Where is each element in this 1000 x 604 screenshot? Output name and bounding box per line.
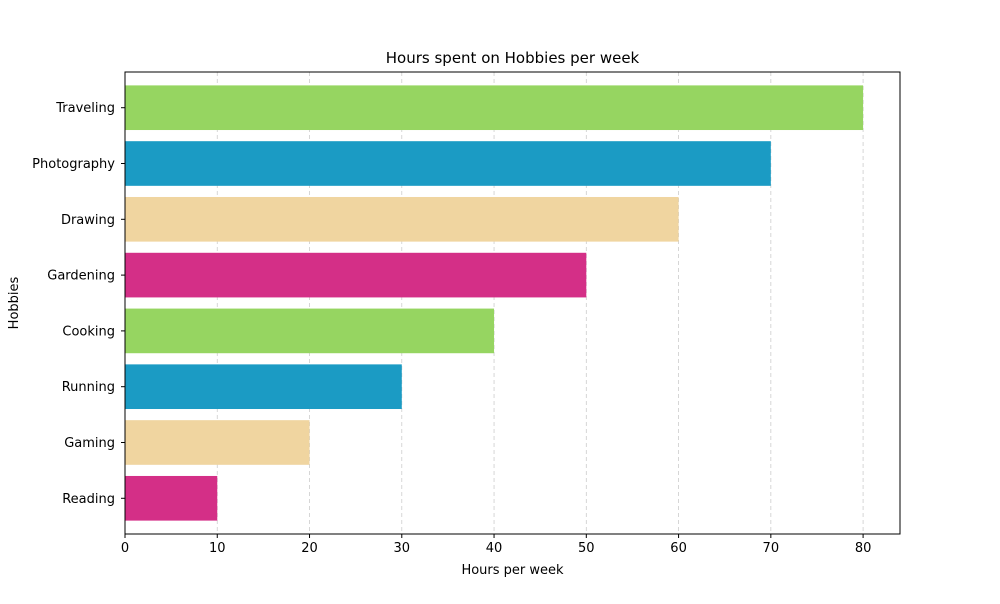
y-tick-label-gaming: Gaming: [64, 436, 115, 451]
x-tick-label: 70: [763, 541, 780, 556]
bar-traveling: [125, 85, 864, 131]
x-tick-label: 60: [670, 541, 687, 556]
y-tick-label-cooking: Cooking: [62, 324, 115, 339]
x-axis-ticks: 0 10 20 30 40 50 60 70 80: [121, 534, 872, 556]
x-tick-label: 0: [121, 541, 129, 556]
y-axis-label: Hobbies: [7, 276, 22, 329]
y-tick-label-drawing: Drawing: [61, 213, 115, 228]
y-tick-label-photography: Photography: [32, 157, 115, 172]
x-tick-label: 40: [486, 541, 503, 556]
bar-reading: [125, 475, 218, 521]
y-tick-label-reading: Reading: [62, 492, 115, 507]
bar-photography: [125, 141, 771, 186]
x-tick-label: 10: [209, 541, 226, 556]
plot-frame: [124, 71, 901, 535]
x-axis-label: Hours per week: [461, 563, 564, 578]
bar-gaming: [125, 420, 310, 465]
bars-layer: [125, 85, 864, 521]
y-tick-label-traveling: Traveling: [55, 101, 115, 116]
bar-gardening: [125, 252, 587, 298]
x-tick-label: 50: [578, 541, 595, 556]
y-axis-ticks: Reading Gaming Running Cooking Gardening Draw…: [32, 101, 125, 507]
y-tick-label-running: Running: [62, 380, 115, 395]
bar-running: [125, 364, 402, 410]
chart-title: Hours spent on Hobbies per week: [386, 49, 640, 67]
x-tick-label: 20: [301, 541, 318, 556]
y-tick-label-gardening: Gardening: [47, 269, 115, 284]
x-tick-label: 80: [855, 541, 872, 556]
bar-drawing: [125, 196, 679, 242]
bar-cooking: [125, 308, 495, 354]
x-tick-label: 30: [394, 541, 411, 556]
